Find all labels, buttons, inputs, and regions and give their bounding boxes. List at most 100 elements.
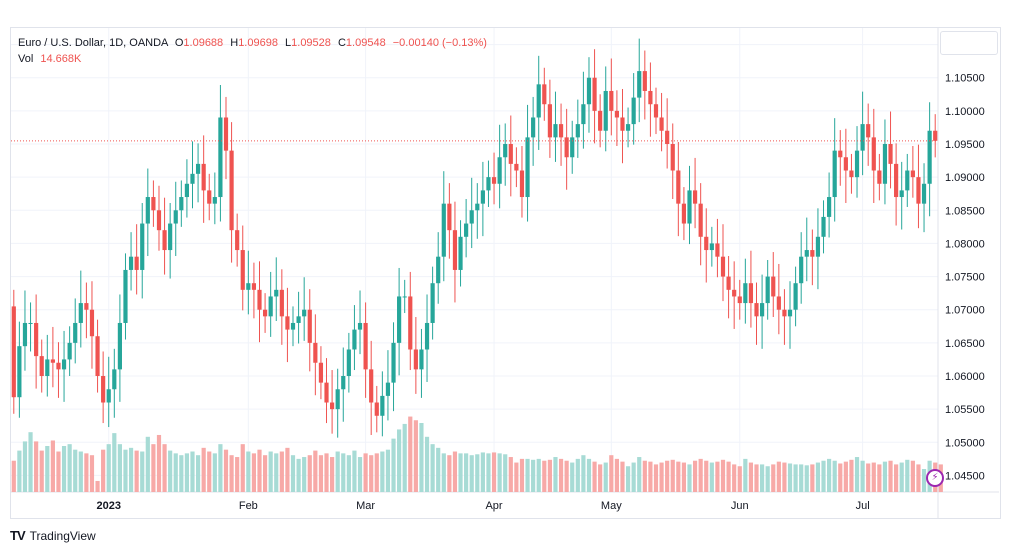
volume-bar <box>285 447 290 492</box>
candle-body <box>28 322 33 324</box>
legend-high-label: H <box>230 37 239 49</box>
volume-bar <box>447 455 452 492</box>
candle-body <box>759 303 765 317</box>
volume-bar <box>854 457 860 492</box>
candle-body <box>570 137 575 158</box>
candle-body <box>849 170 854 178</box>
candle-body <box>854 150 860 178</box>
candle-body <box>195 163 201 174</box>
candle-body <box>927 130 932 184</box>
candle-body <box>782 309 787 317</box>
candle-body <box>491 177 497 184</box>
y-tick-label: 1.06000 <box>945 371 985 383</box>
volume-bar <box>168 450 173 492</box>
candle-body <box>447 203 452 231</box>
volume-bar <box>330 457 335 492</box>
candle-body <box>84 303 89 310</box>
volume-bar <box>223 449 229 492</box>
candle-body <box>592 77 597 111</box>
candle-body <box>480 190 485 204</box>
volume-bar <box>514 462 519 492</box>
volume-bar <box>195 455 201 492</box>
volume-bar <box>480 452 485 492</box>
volume-bar <box>274 453 279 492</box>
price-scale-box[interactable] <box>940 31 998 55</box>
candle-body <box>709 243 714 251</box>
legend-volume-value: 14.668K <box>40 53 82 65</box>
candle-body <box>39 356 44 376</box>
candle-body <box>251 283 257 290</box>
volume-bar <box>22 441 28 492</box>
x-tick-label: Mar <box>356 500 375 512</box>
volume-bar <box>832 460 837 492</box>
legend-open-label: O <box>174 37 184 49</box>
candle-body <box>715 243 720 257</box>
volume-bar <box>782 462 787 492</box>
candle-body <box>128 256 134 270</box>
candle-body <box>151 197 156 211</box>
candle-body <box>843 157 848 171</box>
volume-bar <box>391 438 396 492</box>
candle-body <box>441 203 446 257</box>
volume-bar <box>614 458 619 492</box>
legend-symbol[interactable]: Euro / U.S. Dollar, 1D, OANDA <box>18 37 168 49</box>
candle-body <box>665 130 670 144</box>
chart-frame <box>10 27 1001 519</box>
volume-bar <box>430 444 435 492</box>
volume-bar <box>704 460 709 492</box>
candle-body <box>581 104 586 125</box>
volume-bar <box>78 451 83 492</box>
volume-bar <box>804 465 809 492</box>
volume-bar <box>140 451 145 492</box>
x-tick-label: 2023 <box>96 500 120 512</box>
volume-bar <box>838 463 843 492</box>
volume-bar <box>45 446 50 492</box>
candle-body <box>614 110 619 118</box>
candle-body <box>402 296 407 298</box>
candle-body <box>804 250 809 257</box>
candle-body <box>162 230 167 251</box>
volume-bar <box>625 466 631 492</box>
volume-bar <box>759 464 765 492</box>
y-tick-label: 1.05000 <box>945 437 985 449</box>
candle-body <box>575 124 580 138</box>
candle-body <box>737 296 742 304</box>
volume-bar <box>659 462 664 492</box>
candle-body <box>787 309 793 317</box>
candle-body <box>748 283 754 304</box>
volume-bar <box>637 457 642 492</box>
candle-body <box>229 150 234 231</box>
volume-bar <box>508 457 513 492</box>
legend-volume-label[interactable]: Vol <box>18 53 34 65</box>
volume-bar <box>313 450 318 492</box>
volume-bar <box>106 444 111 492</box>
volume-bar <box>620 461 625 492</box>
candle-body <box>508 144 513 164</box>
volume-bar <box>117 444 122 492</box>
volume-bar <box>363 453 368 492</box>
volume-bar <box>134 450 139 492</box>
volume-bar <box>860 460 865 492</box>
candle-body <box>391 342 396 383</box>
volume-bar <box>268 451 273 492</box>
volume-bar <box>676 461 681 492</box>
candle-body <box>56 362 61 370</box>
volume-bar <box>207 451 212 492</box>
volume-bar <box>598 464 603 492</box>
candle-body <box>765 276 770 304</box>
volume-bar <box>519 458 525 492</box>
lightning-icon[interactable]: ⚡ <box>926 469 944 487</box>
candle-body <box>871 137 876 171</box>
candle-body <box>720 256 726 277</box>
volume-bar <box>698 458 703 492</box>
x-tick-label: Feb <box>239 500 258 512</box>
candle-body <box>424 322 430 350</box>
candle-body <box>776 296 781 310</box>
tradingview-brand[interactable]: TV TradingView <box>10 528 96 543</box>
volume-bar <box>173 453 178 492</box>
candle-body <box>413 349 418 370</box>
candle-body <box>430 283 435 323</box>
volume-bar <box>882 461 888 492</box>
candle-body <box>838 150 843 158</box>
